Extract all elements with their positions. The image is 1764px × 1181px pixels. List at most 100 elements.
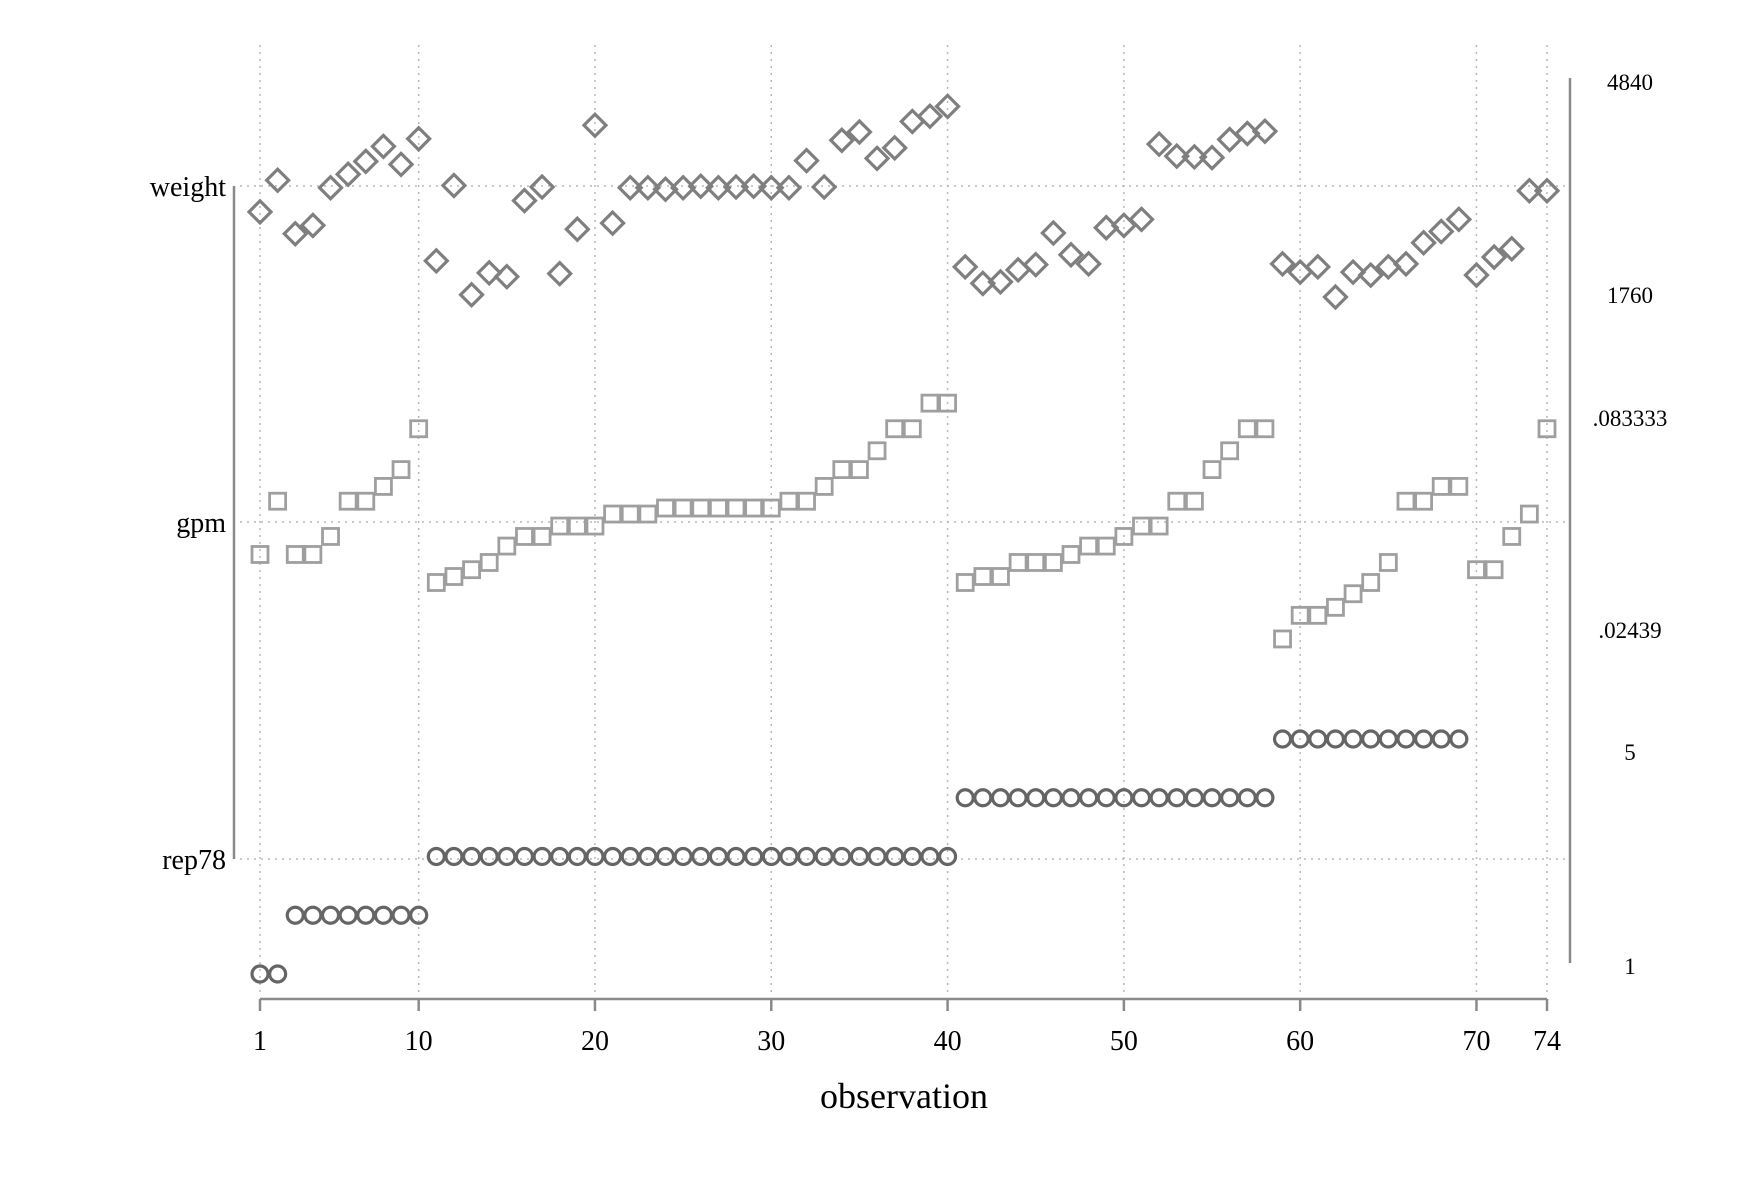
weight-point [1463, 261, 1490, 289]
weight-point [934, 93, 961, 120]
weight-point [458, 281, 485, 308]
weight-point [1480, 243, 1508, 271]
rep78-point [1131, 788, 1152, 808]
gpm-point [1467, 560, 1486, 580]
rep78-point [1167, 788, 1187, 808]
rep78-point [779, 846, 799, 867]
gpm-point [1149, 516, 1169, 536]
weight-point [440, 172, 468, 199]
gpm-point [1237, 419, 1257, 439]
rep78-point [1026, 788, 1046, 808]
gpm-point [1255, 419, 1275, 439]
weight-point [987, 268, 1014, 296]
gpm-point [515, 527, 534, 546]
weight-point [1251, 118, 1279, 145]
gpm-point [585, 516, 605, 536]
rep78-point [1290, 729, 1310, 749]
rep78-point [920, 846, 940, 867]
gpm-point [708, 498, 728, 518]
rep78-point [585, 846, 605, 867]
gpm-point [356, 491, 376, 511]
rep78-point [1396, 729, 1416, 749]
weight-point [1427, 218, 1455, 245]
rep78-point [1149, 788, 1169, 808]
gpm-point [1502, 527, 1522, 546]
rep78-point [1202, 788, 1222, 808]
x-tick-label: 70 [1462, 1026, 1490, 1057]
rep78-point [567, 846, 587, 867]
gpm-point [409, 419, 429, 439]
gpm-point [1326, 597, 1345, 617]
gpm-point [620, 504, 640, 524]
gpm-point [1184, 491, 1204, 511]
range-max-rep78: 5 [1624, 740, 1636, 765]
rep78-point [673, 846, 693, 867]
weight-point [1269, 250, 1296, 278]
gpm-point [1114, 527, 1134, 546]
rep78-point [832, 846, 852, 867]
rep78-point [1237, 788, 1257, 808]
weight-point [264, 166, 291, 194]
rep78-point [1431, 729, 1451, 749]
weight-point [387, 151, 415, 178]
rep78-point [902, 846, 922, 867]
weight-point [352, 148, 380, 175]
rep78-point [1043, 788, 1063, 808]
weight-point [1022, 251, 1049, 278]
gpm-point [603, 504, 623, 524]
gpm-point [691, 498, 711, 518]
x-tick-label: 20 [581, 1026, 609, 1057]
weight-point [1392, 250, 1420, 278]
gpm-point [726, 498, 746, 518]
gpm-point [303, 545, 323, 564]
gpm-point [744, 498, 764, 518]
weight-point [564, 215, 591, 243]
gpm-point [1431, 477, 1451, 496]
rep78-point [1361, 729, 1381, 749]
gpm-point [567, 516, 587, 536]
rep78-point [356, 905, 376, 925]
weight-point [317, 174, 344, 202]
gpm-point [1273, 629, 1292, 649]
gpm-point [1096, 536, 1116, 556]
weight-point [370, 133, 397, 160]
rep78-point [444, 846, 464, 867]
gpm-point [920, 393, 940, 413]
weight-point [334, 160, 362, 188]
rep78-point [497, 846, 517, 867]
weight-point [1498, 235, 1526, 263]
weight-point [1533, 177, 1561, 205]
x-tick-label: 10 [405, 1026, 433, 1057]
rep78-point [1079, 788, 1099, 808]
series-label-gpm: gpm [176, 508, 226, 539]
rep78-point [391, 905, 411, 925]
rep78-point [796, 846, 817, 867]
rep78-point [638, 846, 658, 867]
gpm-point [1519, 504, 1539, 524]
x-tick-label: 1 [253, 1026, 267, 1057]
gpm-point [462, 560, 481, 580]
rep78-point [1272, 729, 1293, 749]
gpm-point [497, 536, 517, 556]
gpm-point [391, 460, 411, 479]
rep78-point [1008, 788, 1028, 808]
weight-point [828, 127, 856, 154]
rep78-point [1255, 788, 1275, 808]
rep78-point [814, 846, 834, 867]
rep78-point [1114, 788, 1134, 808]
rep78-point [409, 905, 429, 925]
weight-point [1057, 241, 1085, 269]
gpm-point [321, 527, 340, 546]
weight-point [1410, 229, 1437, 257]
rep78-point [655, 846, 676, 867]
gpm-point [1414, 491, 1433, 511]
rep78-point [461, 846, 482, 867]
rep78-point [1061, 788, 1081, 808]
weight-point [405, 125, 432, 153]
weight-point [511, 187, 538, 214]
weight-point [1339, 258, 1367, 286]
gpm-point [1343, 584, 1363, 604]
weight-point [793, 147, 820, 174]
x-tick-label: 50 [1110, 1026, 1138, 1057]
